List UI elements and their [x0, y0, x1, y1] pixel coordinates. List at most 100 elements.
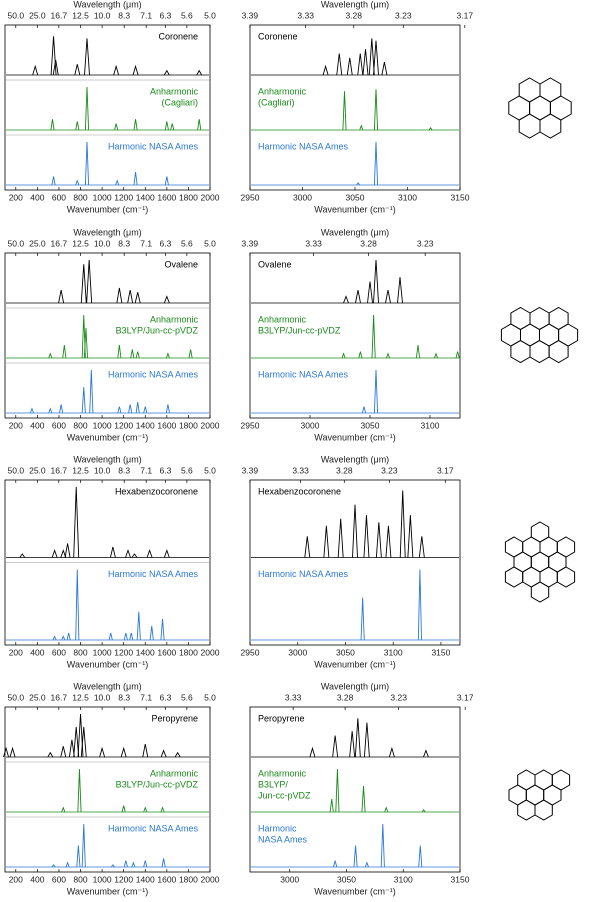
peak — [196, 69, 203, 76]
x2-axis-label: Wavelength (μm) — [73, 0, 141, 9]
x-axis-label: Wavenumber (cm⁻¹) — [67, 432, 148, 442]
x-axis-label: Wavenumber (cm⁻¹) — [314, 432, 395, 442]
peak — [59, 404, 64, 414]
peak — [62, 345, 67, 359]
series-label: (Cagliari) — [161, 97, 198, 107]
x-tick-label: 3100 — [384, 647, 403, 657]
x2-tick-label: 8.3 — [118, 465, 130, 475]
peak — [361, 786, 366, 813]
peak — [373, 259, 379, 304]
x2-tick-label: 16.7 — [51, 238, 68, 248]
peak — [131, 553, 138, 558]
x-tick-label: 3050 — [361, 420, 380, 430]
x-tick-label: 2950 — [241, 420, 260, 430]
series-label: Harmonic NASA Ames — [108, 141, 199, 151]
peak — [309, 746, 316, 758]
series-label: Anharmonic — [150, 768, 199, 778]
x2-tick-label: 7.1 — [140, 465, 152, 475]
series-label: Ovalene — [164, 259, 198, 269]
peak — [77, 768, 82, 813]
peak — [354, 718, 361, 758]
x2-tick-label: 3.17 — [457, 692, 474, 702]
x-tick-label: 1200 — [114, 420, 133, 430]
x-tick-label: 3050 — [346, 192, 365, 202]
x2-axis-label: Wavelength (μm) — [321, 454, 389, 464]
peak — [133, 119, 138, 131]
x2-tick-label: 6.3 — [160, 238, 172, 248]
peak — [143, 406, 148, 414]
peak — [81, 387, 86, 414]
series-label: Anharmonic — [258, 86, 307, 96]
peak — [146, 549, 153, 558]
peak — [64, 543, 71, 558]
ring — [529, 339, 550, 364]
x-tick-label: 1400 — [136, 420, 155, 430]
x-tick-label: 2950 — [241, 192, 260, 202]
peak — [399, 490, 406, 558]
plot-frame — [249, 252, 461, 419]
series-label: Peropyrene — [258, 713, 305, 723]
x-tick-label: 800 — [73, 874, 87, 884]
peak — [335, 768, 340, 813]
peak — [77, 713, 84, 758]
peak — [114, 123, 119, 131]
peak — [375, 522, 382, 558]
series-label: Harmonic NASA Ames — [108, 823, 199, 833]
peak — [143, 806, 148, 813]
peak — [129, 632, 134, 641]
x-tick-label: 1400 — [136, 192, 155, 202]
peak — [135, 351, 140, 359]
peak — [60, 746, 67, 758]
peak — [19, 553, 26, 558]
peak — [123, 860, 128, 868]
peak — [368, 38, 375, 76]
peak — [117, 345, 122, 359]
x2-tick-label: 3.17 — [457, 10, 474, 20]
peak — [418, 536, 425, 558]
peak — [61, 635, 66, 641]
peak — [165, 352, 170, 359]
x-tick-label: 600 — [52, 874, 66, 884]
peak — [130, 349, 135, 359]
x2-tick-label: 3.17 — [437, 465, 454, 475]
x-tick-label: 200 — [9, 874, 23, 884]
peak — [142, 744, 149, 758]
peak — [136, 611, 141, 641]
x-tick-label: 1800 — [179, 874, 198, 884]
peak — [341, 352, 346, 359]
x-axis-label: Wavenumber (cm⁻¹) — [67, 204, 148, 214]
series-label: B3LYP/Jun-cc-pVDZ — [116, 325, 199, 335]
peak — [65, 861, 70, 868]
peak — [421, 809, 426, 813]
x2-tick-label: 3.39 — [242, 238, 259, 248]
x2-axis-label: Wavelength (μm) — [321, 681, 389, 691]
x2-tick-label: 3.28 — [336, 465, 353, 475]
peak — [388, 746, 395, 758]
ring — [518, 113, 541, 139]
x-tick-label: 3150 — [431, 647, 450, 657]
ring — [504, 536, 524, 558]
peak — [356, 182, 361, 186]
x2-tick-label: 50.0 — [8, 10, 25, 20]
peak — [128, 404, 133, 414]
peak — [342, 91, 347, 131]
x-tick-label: 3100 — [421, 420, 440, 430]
x2-tick-label: 50.0 — [8, 238, 25, 248]
peak — [346, 57, 353, 76]
molecule — [508, 769, 571, 821]
x2-tick-label: 12.5 — [72, 465, 89, 475]
peak — [73, 726, 80, 758]
peak — [121, 805, 126, 813]
peak — [385, 352, 391, 359]
peak — [367, 281, 373, 304]
peak — [373, 89, 379, 131]
ring — [548, 339, 569, 364]
peak — [81, 823, 86, 868]
ring — [556, 536, 576, 558]
peak — [188, 349, 193, 359]
x2-tick-label: 5.6 — [181, 465, 193, 475]
molecule — [508, 77, 572, 139]
x2-tick-label: 10.0 — [94, 238, 111, 248]
peak — [52, 59, 59, 76]
peak — [349, 731, 356, 758]
